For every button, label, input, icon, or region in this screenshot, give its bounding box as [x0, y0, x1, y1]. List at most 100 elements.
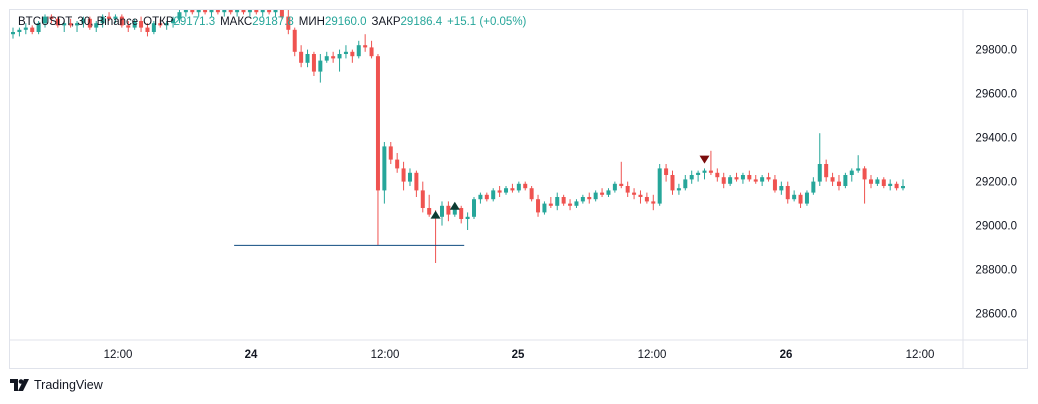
- candle-body: [574, 201, 579, 206]
- candle-body: [43, 16, 48, 24]
- candle-body: [824, 164, 829, 178]
- tradingview-brand[interactable]: TradingView: [10, 378, 103, 392]
- candle-body: [497, 190, 502, 193]
- candle-body: [171, 18, 176, 24]
- x-tick-label: 26: [780, 349, 793, 361]
- x-tick-label: 12:00: [906, 349, 935, 361]
- candle-body: [119, 16, 124, 26]
- buy-marker-icon: [449, 201, 460, 210]
- candle-body: [151, 23, 156, 32]
- candle-body: [580, 197, 585, 202]
- candle-body: [375, 56, 380, 191]
- candle-body: [664, 168, 669, 175]
- candle-body: [452, 208, 457, 215]
- y-tick-label: 29200.0: [975, 177, 1017, 189]
- candle-body: [75, 23, 80, 26]
- y-tick-label: 29000.0: [975, 221, 1017, 233]
- candle-body: [254, 10, 259, 13]
- candle-body: [734, 177, 739, 180]
- candle-body: [324, 56, 329, 61]
- legend-open-label: ОТКР: [143, 16, 174, 28]
- candle-body: [689, 175, 694, 180]
- candle-body: [843, 175, 848, 186]
- candle-body: [862, 168, 867, 180]
- candle-body: [299, 51, 304, 63]
- candle-body: [215, 10, 220, 13]
- candle-body: [632, 192, 637, 195]
- candle-body: [87, 18, 92, 28]
- candle-body: [331, 56, 336, 59]
- candle-body: [901, 186, 905, 189]
- candle-body: [228, 10, 233, 13]
- x-tick-label: 12:00: [638, 349, 667, 361]
- candle-body: [94, 23, 99, 28]
- candle-body: [523, 183, 528, 189]
- candle-body: [683, 179, 688, 189]
- candle-body: [267, 10, 272, 13]
- candle-body: [30, 27, 35, 32]
- candle-body: [126, 25, 131, 28]
- candle-body: [36, 23, 41, 32]
- candle-body: [529, 188, 534, 200]
- candle-body: [177, 12, 182, 19]
- x-tick-label: 12:00: [104, 349, 133, 361]
- candle-body: [792, 194, 797, 200]
- y-tick-label: 29600.0: [975, 89, 1017, 101]
- x-tick-label: 12:00: [371, 349, 400, 361]
- candle-body: [273, 10, 278, 13]
- candle-body: [164, 23, 169, 26]
- candle-body: [772, 179, 777, 191]
- candle-body: [542, 203, 547, 213]
- candle-body: [568, 203, 573, 206]
- candle-body: [747, 175, 752, 180]
- candle-body: [785, 186, 790, 200]
- candle-body: [17, 29, 22, 32]
- candle-body: [708, 170, 713, 173]
- candle-body: [484, 194, 489, 200]
- candle-body: [593, 192, 598, 200]
- sell-marker-icon: [699, 155, 710, 164]
- legend-change: +15.1 (+0.05%): [447, 16, 527, 28]
- candle-body: [753, 179, 758, 182]
- candle-body: [875, 179, 880, 184]
- candle-body: [305, 54, 310, 63]
- candle-body: [779, 186, 784, 191]
- candle-body: [606, 190, 611, 195]
- candle-body: [817, 164, 822, 182]
- candle-body: [644, 197, 649, 202]
- candle-body: [740, 175, 745, 180]
- chart-legend: BTCUSDT, 30, Binance ОТКР29171.3 МАКС29187…: [18, 16, 526, 28]
- candle-body: [23, 27, 28, 30]
- candle-body: [555, 197, 560, 206]
- candle-body: [279, 10, 284, 17]
- candle-body: [11, 32, 15, 35]
- candle-body: [715, 172, 720, 178]
- candle-body: [465, 216, 470, 219]
- candle-body: [62, 23, 67, 26]
- candle-body: [459, 208, 464, 219]
- chart-frame[interactable]: [9, 9, 1028, 369]
- buy-marker-icon: [430, 210, 441, 219]
- candle-body: [868, 179, 873, 184]
- candle-body: [830, 177, 835, 182]
- candle-body: [491, 190, 496, 200]
- candle-body: [427, 208, 432, 215]
- candle-body: [145, 27, 150, 32]
- candle-body: [388, 146, 393, 160]
- candle-body: [760, 177, 765, 182]
- candle-body: [856, 168, 861, 171]
- candle-body: [670, 175, 675, 191]
- candle-body: [510, 188, 515, 191]
- candle-body: [612, 183, 617, 191]
- candle-body: [587, 197, 592, 200]
- candle-body: [472, 199, 477, 217]
- y-tick-label: 28800.0: [975, 265, 1017, 277]
- tradingview-logo-icon: [10, 379, 29, 391]
- candle-body: [235, 10, 240, 13]
- candle-body: [68, 23, 73, 26]
- candle-body: [190, 10, 195, 13]
- candle-body: [619, 183, 624, 186]
- candle-body: [318, 60, 323, 72]
- candle-body: [196, 10, 201, 13]
